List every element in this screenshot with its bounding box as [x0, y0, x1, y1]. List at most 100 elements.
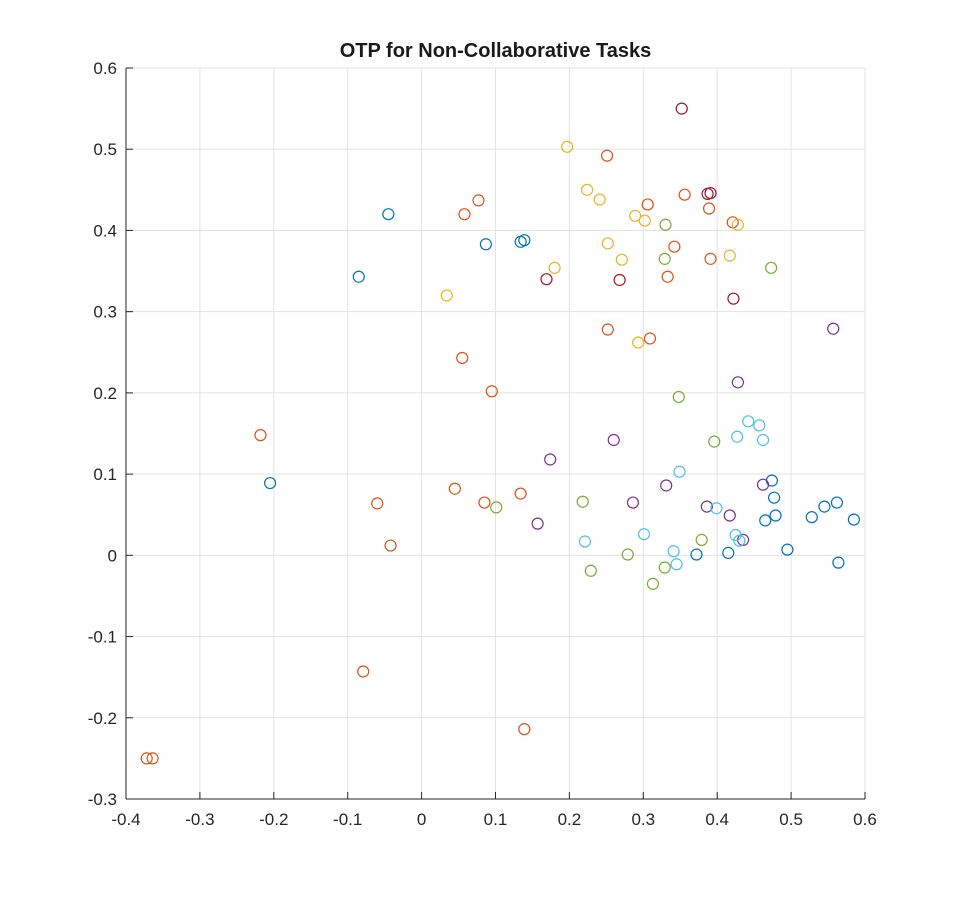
y-tick-label: 0.2	[93, 384, 117, 403]
data-point	[731, 430, 744, 443]
data-point	[658, 561, 671, 574]
data-point	[847, 513, 861, 526]
data-point	[613, 273, 626, 287]
data-point	[661, 270, 674, 283]
data-point	[670, 558, 683, 571]
data-point	[702, 202, 716, 215]
data-point	[584, 564, 597, 577]
data-point	[673, 465, 686, 478]
data-point	[371, 497, 384, 510]
data-point	[723, 249, 736, 262]
data-point	[548, 261, 561, 274]
data-point	[518, 723, 531, 736]
tick-labels: -0.4 -0.3 -0.2 -0.1 0 0.1 0.2 0.3 0.4 0.5 0.6-0.3-…	[88, 59, 877, 829]
data-point	[601, 323, 614, 336]
y-tick-label: 0.3	[93, 303, 117, 322]
data-point	[357, 665, 370, 678]
x-tick-label: 0.3	[631, 810, 655, 829]
data-point	[561, 140, 574, 153]
axes	[125, 67, 866, 800]
data-point	[723, 509, 736, 522]
data-point	[146, 752, 159, 765]
y-tick-label: -0.1	[88, 628, 117, 647]
data-point	[659, 218, 672, 231]
x-tick-label: -0.2	[259, 810, 288, 829]
data-point	[140, 752, 153, 765]
data-point	[742, 415, 755, 428]
data-point	[485, 385, 498, 398]
data-point	[615, 253, 628, 266]
data-point	[576, 495, 589, 508]
x-tick-label: 0.4	[705, 810, 729, 829]
data-point	[641, 198, 654, 211]
data-point	[731, 218, 744, 231]
x-tick-label: 0.6	[853, 810, 877, 829]
data-point	[710, 502, 723, 515]
data-point	[440, 289, 453, 302]
data-point	[629, 209, 642, 222]
y-tick-label: 0.4	[93, 221, 117, 240]
data-point	[765, 261, 778, 274]
data-point	[818, 500, 831, 513]
data-point	[660, 479, 673, 492]
data-point	[448, 482, 461, 495]
data-point	[254, 429, 267, 442]
data-point	[753, 419, 766, 432]
data-point	[756, 478, 770, 491]
data-point	[672, 390, 685, 404]
x-tick-label: 0.1	[484, 810, 508, 829]
data-point	[658, 252, 671, 265]
data-point	[646, 577, 660, 590]
data-point	[731, 376, 744, 389]
data-point	[727, 292, 740, 305]
y-tick-label: 0	[108, 546, 117, 565]
data-point	[781, 543, 794, 556]
data-point	[601, 237, 614, 250]
x-tick-label: 0.5	[779, 810, 803, 829]
data-point	[593, 193, 606, 206]
data-point	[456, 351, 469, 365]
x-tick-label: -0.4	[111, 810, 140, 829]
x-tick-label: -0.1	[333, 810, 362, 829]
data-point	[581, 183, 594, 196]
x-tick-label: 0	[417, 810, 426, 829]
data-point	[382, 208, 395, 221]
data-point	[690, 548, 703, 561]
data-point	[668, 240, 681, 253]
data-point	[607, 433, 620, 447]
data-point	[479, 238, 492, 251]
data-point	[759, 514, 772, 527]
data-point	[518, 234, 531, 247]
y-tick-label: 0.6	[93, 59, 117, 78]
data-point	[478, 496, 491, 509]
data-point	[667, 545, 680, 558]
data-point	[637, 528, 651, 541]
data-point	[805, 511, 818, 524]
data-point	[264, 476, 277, 490]
x-tick-label: 0.2	[558, 810, 582, 829]
data-point	[704, 186, 717, 200]
data-point	[578, 535, 592, 548]
data-point	[458, 208, 471, 221]
data-point	[830, 496, 844, 509]
data-point	[708, 435, 721, 448]
data-point	[832, 556, 845, 569]
y-tick-label: -0.3	[88, 790, 117, 809]
chart-title: OTP for Non-Collaborative Tasks	[340, 40, 652, 62]
data-point	[756, 433, 770, 447]
data-point	[632, 336, 645, 349]
data-points	[140, 102, 861, 765]
data-point	[384, 539, 397, 552]
data-point	[768, 491, 781, 504]
data-point	[352, 270, 365, 283]
data-point	[733, 534, 746, 547]
data-point	[540, 273, 553, 286]
data-point	[769, 509, 782, 522]
data-point	[514, 487, 527, 500]
data-point	[704, 252, 717, 265]
data-point	[695, 533, 708, 547]
y-tick-label: 0.1	[93, 465, 117, 484]
y-tick-label: -0.2	[88, 709, 117, 728]
x-tick-label: -0.3	[185, 810, 214, 829]
